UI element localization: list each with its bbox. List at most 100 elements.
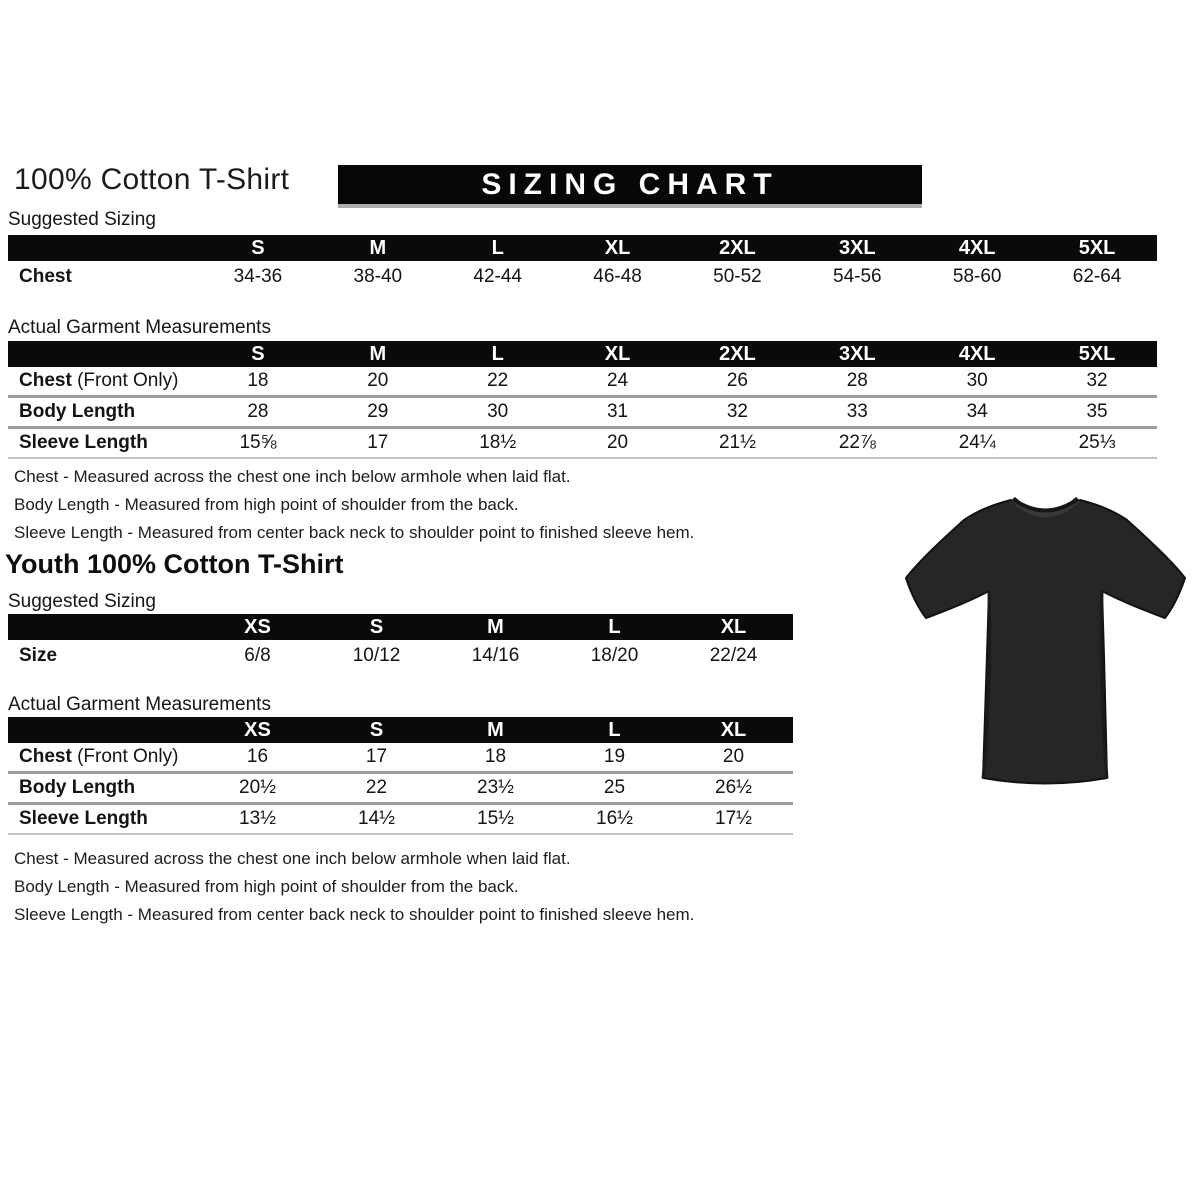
size-column-header: XL	[604, 236, 631, 259]
measurement-value: 21½	[718, 432, 756, 453]
measurement-value: 18½	[479, 432, 517, 453]
table-row: Sleeve Length 15⅝ 17 18½ 20 21½ 22⅞ 24¼ …	[8, 426, 1157, 459]
row-label: Chest (Front Only)	[8, 743, 198, 771]
note-line: Body Length - Measured from high point o…	[14, 877, 519, 896]
measurement-value: 46-48	[593, 265, 642, 287]
table-header-row: S M L XL 2XL 3XL 4XL 5XL	[8, 341, 1157, 367]
header-spacer	[8, 341, 198, 367]
row-label: Body Length	[19, 401, 136, 422]
row-label: Body Length	[19, 777, 136, 798]
measurement-value: 15⅝	[239, 432, 277, 453]
measurement-value: 54-56	[833, 265, 882, 287]
adult-measurement-notes: Chest - Measured across the chest one in…	[14, 464, 694, 548]
size-column-header: M	[487, 615, 504, 638]
measurement-value: 15½	[477, 808, 514, 829]
size-column-header: S	[369, 615, 384, 638]
size-column-header: L	[491, 236, 504, 259]
size-column-header: L	[608, 718, 621, 741]
size-column-header: 5XL	[1078, 342, 1116, 365]
size-column-header: M	[369, 236, 387, 259]
measurement-value: 34-36	[233, 265, 283, 287]
size-column-header: XL	[720, 718, 747, 741]
tshirt-image	[905, 496, 1186, 785]
measurement-value: 24¼	[958, 432, 996, 453]
table-row: Body Length 20½ 22 23½ 25 26½	[8, 771, 793, 802]
youth-measurement-notes: Chest - Measured across the chest one in…	[14, 846, 694, 930]
measurement-value: 23½	[477, 777, 514, 798]
note-line: Sleeve Length - Measured from center bac…	[14, 905, 695, 924]
size-column-header: 5XL	[1078, 236, 1116, 259]
measurement-value: 20	[367, 370, 389, 391]
measurement-value: 24	[606, 370, 629, 391]
measurement-value: 17	[365, 746, 388, 767]
note-line: Sleeve Length - Measured from center bac…	[14, 523, 695, 542]
size-column-header: 2XL	[719, 342, 756, 365]
row-label: Chest (Front Only)	[8, 367, 198, 395]
table-row: Chest (Front Only) 16 17 18 19 20	[8, 743, 793, 771]
size-column-header: S	[369, 718, 384, 741]
youth-actual-label: Actual Garment Measurements	[8, 694, 271, 715]
size-column-header: 4XL	[958, 236, 996, 259]
sizing-chart-banner: SIZING CHART	[338, 165, 922, 204]
youth-actual-table: XS S M L XL Chest (Front Only) 16 17 18 …	[8, 717, 793, 835]
size-column-header: M	[487, 718, 504, 741]
measurement-value: 14/16	[471, 644, 520, 666]
adult-suggested-table: S M L XL 2XL 3XL 4XL 5XL Chest 34-36 38-…	[8, 235, 1157, 292]
measurement-value: 35	[1086, 401, 1108, 422]
measurement-value: 29	[367, 401, 389, 422]
size-column-header: L	[491, 342, 504, 365]
measurement-value: 19	[603, 746, 626, 767]
youth-suggested-label: Suggested Sizing	[8, 591, 156, 612]
table-row: Sleeve Length 13½ 14½ 15½ 16½ 17½	[8, 802, 793, 835]
measurement-value: 18/20	[590, 644, 639, 666]
size-column-header: L	[608, 615, 621, 638]
measurement-value: 16½	[596, 808, 633, 829]
measurement-value: 26½	[715, 777, 752, 798]
header-spacer	[8, 717, 198, 743]
size-column-header: 4XL	[958, 342, 996, 365]
measurement-value: 26	[726, 370, 748, 391]
table-row: Size 6/8 10/12 14/16 18/20 22/24	[8, 640, 793, 671]
measurement-value: 30	[966, 370, 988, 391]
header-spacer	[8, 235, 198, 261]
measurement-value: 31	[606, 401, 629, 422]
size-column-header: S	[251, 236, 265, 259]
measurement-value: 17½	[715, 808, 752, 829]
row-label: Size	[19, 644, 58, 666]
measurement-value: 16	[246, 746, 269, 767]
size-column-header: 3XL	[838, 342, 876, 365]
banner-text: SIZING CHART	[481, 167, 779, 201]
measurement-value: 34	[966, 401, 988, 422]
measurement-value: 20	[606, 432, 629, 453]
size-column-header: 3XL	[838, 236, 876, 259]
table-row: Chest (Front Only) 18 20 22 24 26 28 30 …	[8, 367, 1157, 395]
measurement-value: 32	[726, 401, 748, 422]
adult-actual-table: S M L XL 2XL 3XL 4XL 5XL Chest (Front On…	[8, 341, 1157, 459]
size-column-header: 2XL	[719, 236, 756, 259]
table-row: Chest 34-36 38-40 42-44 46-48 50-52 54-5…	[8, 261, 1157, 292]
measurement-value: 20½	[239, 777, 276, 798]
measurement-value: 33	[846, 401, 868, 422]
adult-actual-label: Actual Garment Measurements	[8, 317, 271, 338]
youth-suggested-table: XS S M L XL Size 6/8 10/12 14/16 18/20 2…	[8, 614, 793, 671]
size-column-header: XS	[244, 615, 271, 638]
note-line: Chest - Measured across the chest one in…	[14, 467, 571, 486]
measurement-value: 42-44	[473, 265, 522, 287]
row-label-main: Chest	[19, 370, 72, 391]
measurement-value: 50-52	[713, 265, 762, 287]
measurement-value: 18	[484, 746, 507, 767]
size-column-header: S	[251, 342, 265, 365]
measurement-value: 10/12	[352, 644, 401, 666]
measurement-value: 25⅓	[1078, 432, 1116, 453]
size-column-header: XL	[604, 342, 631, 365]
row-label-suffix: (Front Only)	[71, 370, 179, 391]
note-line: Body Length - Measured from high point o…	[14, 495, 519, 514]
size-column-header: M	[369, 342, 387, 365]
header-spacer	[8, 614, 198, 640]
measurement-value: 17	[367, 432, 389, 453]
measurement-value: 58-60	[952, 265, 1002, 287]
measurement-value: 30	[487, 401, 509, 422]
measurement-value: 38-40	[353, 265, 403, 287]
measurement-value: 28	[846, 370, 868, 391]
